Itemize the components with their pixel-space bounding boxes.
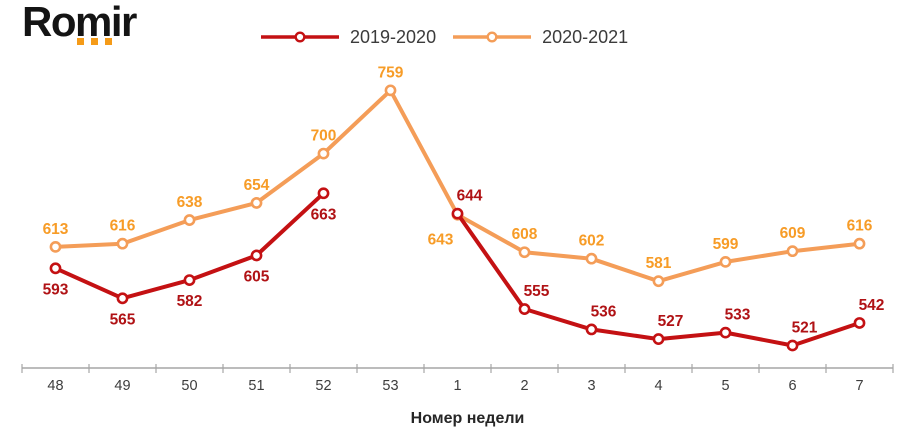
data-point-marker [116, 237, 129, 250]
data-point-marker [317, 147, 330, 160]
x-tick-label: 7 [855, 378, 863, 394]
x-tick-label: 1 [453, 378, 461, 394]
data-label: 644 [457, 188, 483, 205]
legend-marker-icon [453, 31, 532, 43]
data-label: 759 [378, 64, 404, 81]
x-tick-label: 48 [47, 378, 63, 394]
data-label: 581 [646, 255, 672, 272]
chart-legend: 2019-2020 2020-2021 [260, 24, 628, 50]
data-point-marker [853, 317, 866, 329]
data-point-marker [250, 197, 263, 209]
data-label: 599 [713, 236, 739, 253]
data-label: 643 [428, 232, 454, 249]
data-point-marker [853, 237, 866, 250]
data-point-marker [719, 255, 732, 268]
data-point-marker [317, 187, 330, 200]
data-label: 663 [311, 206, 337, 223]
legend-label: 2019-2020 [350, 26, 437, 47]
data-point-marker [183, 274, 196, 286]
data-label: 536 [591, 303, 617, 320]
data-label: 638 [177, 194, 203, 211]
x-tick-label: 52 [315, 378, 331, 394]
data-point-marker [652, 275, 665, 288]
data-point-marker [49, 262, 62, 275]
data-point-marker [719, 326, 732, 339]
data-point-marker [250, 249, 263, 262]
series-2020-2021 [49, 84, 866, 288]
x-tick-label: 5 [721, 378, 729, 394]
data-label: 542 [859, 297, 885, 314]
x-tick-label: 4 [654, 378, 662, 394]
data-point-marker [652, 333, 665, 345]
logo-dot [105, 38, 112, 45]
data-point-marker [183, 214, 196, 226]
data-label: 609 [780, 225, 806, 242]
data-label: 654 [244, 177, 270, 194]
data-label: 521 [792, 319, 818, 336]
legend-label: 2020-2021 [542, 26, 629, 47]
legend-item: 2020-2021 [452, 27, 628, 48]
data-label: 593 [43, 281, 69, 298]
x-tick-label: 49 [114, 378, 130, 394]
x-axis-title: Номер недели [411, 410, 525, 427]
series-line [53, 88, 862, 284]
data-label: 527 [658, 313, 684, 330]
data-label: 533 [725, 307, 751, 324]
data-point-marker [786, 245, 799, 258]
data-point-marker [451, 207, 464, 220]
data-point-marker [49, 240, 62, 253]
data-label: 616 [847, 218, 873, 235]
logo-dots [77, 38, 112, 45]
data-label: 602 [579, 233, 605, 250]
data-point-marker [786, 339, 799, 352]
data-point-marker [384, 84, 397, 97]
logo-dot [91, 38, 98, 45]
data-point-marker [518, 246, 531, 259]
data-label: 700 [311, 128, 337, 145]
data-label: 608 [512, 226, 538, 243]
series-2019-2020 [49, 187, 866, 352]
x-tick-label: 51 [248, 378, 264, 394]
data-point-marker [585, 323, 598, 336]
data-label: 582 [177, 293, 203, 310]
legend-circle [294, 31, 306, 43]
legend-item: 2019-2020 [260, 27, 436, 48]
data-label: 555 [524, 283, 550, 300]
x-tick-label: 50 [181, 378, 197, 394]
data-label: 565 [110, 311, 136, 328]
x-tick-label: 6 [788, 378, 796, 394]
logo-text: Romir [22, 0, 137, 45]
data-point-marker [518, 303, 531, 315]
x-tick-label: 53 [382, 378, 398, 394]
x-tick-label: 2 [520, 378, 528, 394]
data-label: 613 [43, 221, 69, 238]
logo-dot [77, 38, 84, 45]
data-point-marker [116, 292, 129, 305]
legend-circle [486, 31, 498, 43]
legend-marker-icon [261, 31, 339, 43]
data-label: 605 [244, 268, 270, 285]
data-label: 616 [110, 218, 136, 235]
data-point-marker [585, 252, 598, 265]
romir-logo: Romir [22, 0, 137, 45]
x-tick-label: 3 [587, 378, 595, 394]
